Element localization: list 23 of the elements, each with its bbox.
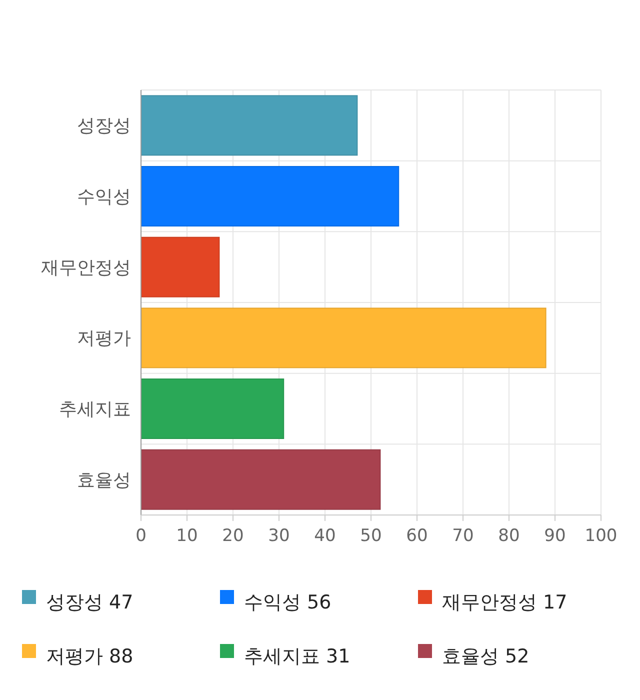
legend-label: 추세지표 31	[244, 646, 350, 668]
x-tick-label: 40	[314, 526, 336, 546]
y-tick-label: 수익성	[77, 186, 131, 208]
y-tick-label: 성장성	[77, 116, 131, 137]
legend-label: 저평가 88	[46, 646, 134, 668]
y-tick-label: 재무안정성	[41, 257, 131, 278]
x-tick-label: 60	[406, 526, 428, 546]
x-tick-label: 80	[498, 526, 520, 546]
legend-label: 성장성 47	[46, 592, 134, 614]
y-tick-label: 저평가	[77, 328, 131, 350]
x-tick-label: 50	[360, 526, 382, 546]
x-tick-label: 70	[452, 526, 474, 546]
legend-label: 재무안정성 17	[442, 592, 568, 614]
x-tick-label: 30	[268, 526, 290, 546]
legend-label: 효율성 52	[442, 646, 530, 668]
x-tick-label: 100	[584, 526, 618, 546]
x-tick-label: 90	[544, 526, 566, 546]
legend-label: 수익성 56	[244, 592, 332, 614]
y-tick-label: 효율성	[77, 470, 131, 491]
y-tick-label: 추세지표	[59, 399, 131, 420]
x-tick-label: 10	[176, 526, 198, 546]
x-tick-label: 20	[222, 526, 244, 546]
x-tick-label: 0	[136, 526, 146, 546]
